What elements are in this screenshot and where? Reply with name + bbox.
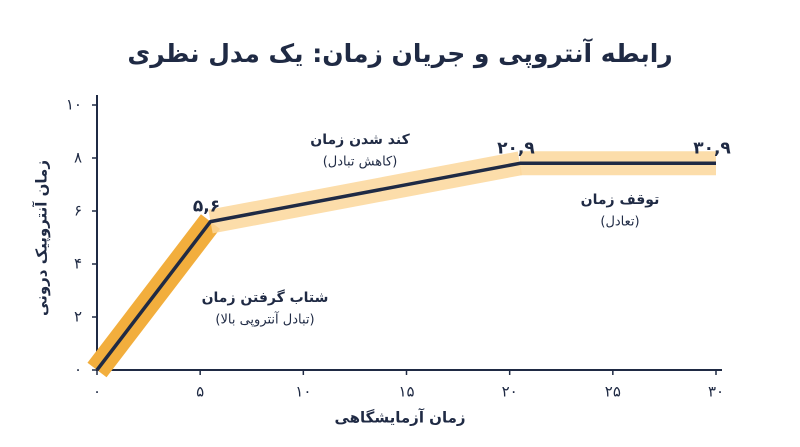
phase-title: کند شدن زمان xyxy=(310,132,410,148)
phase-subtitle: (تعادل) xyxy=(600,215,639,230)
data-line xyxy=(95,161,716,372)
point-label: ۵,۶ xyxy=(193,197,220,217)
y-tick-label: ۸ xyxy=(74,149,82,167)
x-tick-label: ۵ xyxy=(196,383,204,401)
point-label: ۲۰,۹ xyxy=(497,138,535,158)
x-tick-label: ۱۰ xyxy=(295,383,311,401)
phase-title: شتاب گرفتن زمان xyxy=(202,289,329,306)
y-tick-label: ۴ xyxy=(74,255,82,273)
x-tick-label: ۱۵ xyxy=(398,383,414,401)
y-tick-label: ۱۰ xyxy=(66,96,82,114)
y-axis-label: زمان آنتروپیک درونی xyxy=(33,160,52,316)
x-axis-label: زمان آزمایشگاهی xyxy=(334,409,465,427)
y-tick-label: ۲ xyxy=(74,308,82,326)
phase-title: توقف زمان xyxy=(581,192,660,208)
phase-subtitle: (تبادل آنتروپی بالا) xyxy=(215,311,314,328)
x-tick-label: ۳۰ xyxy=(708,383,724,401)
phase-subtitle: (کاهش تبادل) xyxy=(323,155,398,170)
y-tick-label: ۶ xyxy=(74,202,82,220)
y-tick-label: ۰ xyxy=(74,361,82,379)
point-label: ۳۰,۹ xyxy=(693,138,731,158)
x-tick-label: ۰ xyxy=(93,383,101,401)
x-tick-label: ۲۵ xyxy=(605,383,621,401)
chart-title: رابطه آنتروپی و جریان زمان: یک مدل نظری xyxy=(127,38,672,69)
x-tick-label: ۲۰ xyxy=(502,383,518,401)
